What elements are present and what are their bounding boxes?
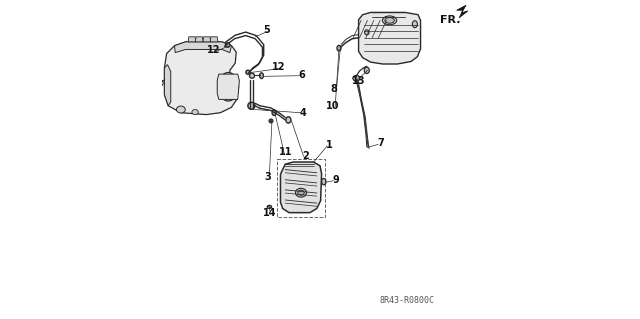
Ellipse shape <box>218 72 239 101</box>
Ellipse shape <box>159 80 163 86</box>
Polygon shape <box>203 37 211 42</box>
Ellipse shape <box>225 43 230 47</box>
Text: 8: 8 <box>331 84 338 94</box>
Ellipse shape <box>224 80 233 93</box>
Text: 11: 11 <box>278 147 292 157</box>
Text: 10: 10 <box>326 101 339 111</box>
Polygon shape <box>211 37 218 42</box>
Ellipse shape <box>296 188 307 197</box>
Ellipse shape <box>272 110 276 115</box>
Ellipse shape <box>221 76 236 98</box>
Ellipse shape <box>298 190 304 195</box>
Ellipse shape <box>269 119 273 123</box>
Polygon shape <box>217 74 239 100</box>
Text: 13: 13 <box>352 76 365 86</box>
Text: 9: 9 <box>332 175 339 185</box>
Text: 1: 1 <box>326 140 333 150</box>
Text: 12: 12 <box>207 45 221 56</box>
Ellipse shape <box>267 205 271 209</box>
Text: FR.: FR. <box>440 15 461 25</box>
Text: 14: 14 <box>262 208 276 218</box>
Polygon shape <box>456 5 468 18</box>
Ellipse shape <box>353 75 360 81</box>
Polygon shape <box>280 162 321 213</box>
Text: 5: 5 <box>263 25 269 35</box>
Ellipse shape <box>365 30 369 35</box>
Text: 3: 3 <box>265 172 271 182</box>
Polygon shape <box>195 37 203 42</box>
Ellipse shape <box>321 178 326 185</box>
Ellipse shape <box>270 120 272 122</box>
Text: 7: 7 <box>378 138 384 148</box>
Polygon shape <box>188 37 196 42</box>
Ellipse shape <box>260 73 264 78</box>
Ellipse shape <box>364 67 369 73</box>
Polygon shape <box>164 42 237 115</box>
Text: 4: 4 <box>300 108 306 118</box>
Ellipse shape <box>250 73 255 78</box>
Polygon shape <box>358 12 420 64</box>
Ellipse shape <box>385 18 394 23</box>
Ellipse shape <box>246 70 250 74</box>
Ellipse shape <box>412 21 417 28</box>
Ellipse shape <box>248 102 255 109</box>
Polygon shape <box>164 65 171 106</box>
Text: 12: 12 <box>272 62 285 72</box>
Bar <box>277 159 325 217</box>
Ellipse shape <box>383 16 397 25</box>
Text: 8R43-R0800C: 8R43-R0800C <box>380 296 435 305</box>
Text: 2: 2 <box>302 151 309 161</box>
Ellipse shape <box>192 109 198 115</box>
Ellipse shape <box>337 45 341 51</box>
Text: 6: 6 <box>298 70 305 80</box>
Ellipse shape <box>177 106 186 113</box>
Polygon shape <box>175 42 232 53</box>
Ellipse shape <box>286 117 291 123</box>
